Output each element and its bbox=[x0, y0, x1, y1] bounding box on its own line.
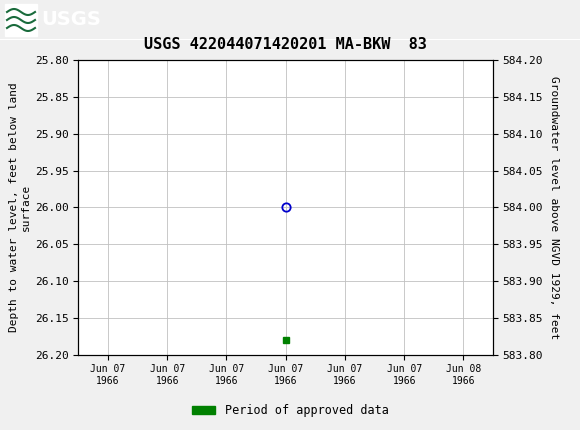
Title: USGS 422044071420201 MA-BKW  83: USGS 422044071420201 MA-BKW 83 bbox=[144, 37, 427, 52]
Y-axis label: Groundwater level above NGVD 1929, feet: Groundwater level above NGVD 1929, feet bbox=[549, 76, 559, 339]
Text: USGS: USGS bbox=[41, 10, 101, 30]
Y-axis label: Depth to water level, feet below land
surface: Depth to water level, feet below land su… bbox=[9, 83, 31, 332]
Bar bbox=[5, 4, 37, 36]
Legend: Period of approved data: Period of approved data bbox=[187, 399, 393, 422]
